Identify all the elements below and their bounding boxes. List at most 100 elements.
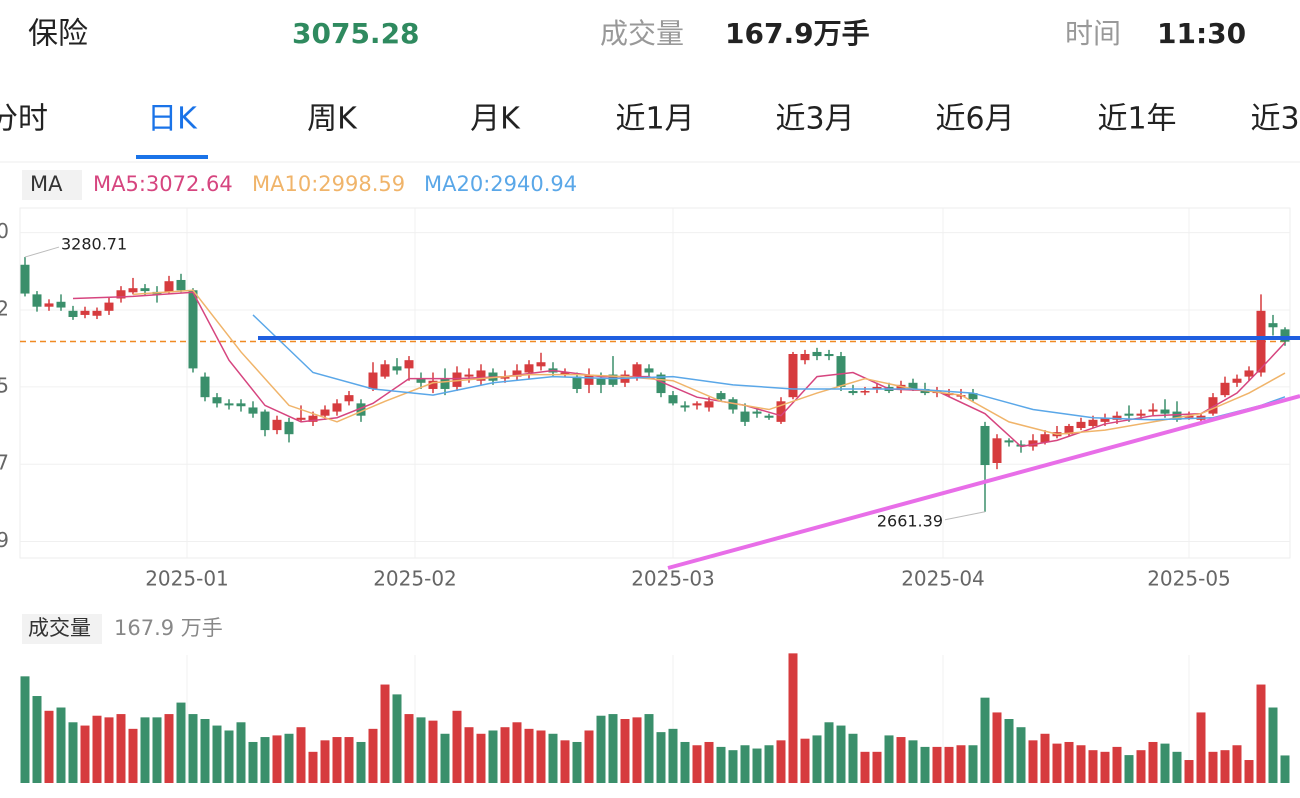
candle-body [176, 279, 186, 291]
candle-body [668, 395, 678, 404]
tab[interactable]: 近3月 [775, 102, 854, 137]
volume-bar [116, 714, 126, 783]
tab-underline [136, 155, 208, 159]
volume-bar [608, 714, 618, 783]
candle-body [788, 354, 798, 398]
ma-line [252, 314, 1286, 421]
volume-bar [308, 751, 318, 783]
candle-body [200, 376, 210, 398]
volume-bar [236, 722, 246, 783]
candle-body [1088, 419, 1098, 426]
candle-body [248, 407, 258, 414]
volume-bar [992, 712, 1002, 783]
volume-legend-box [22, 614, 102, 644]
candle-body [380, 364, 390, 377]
tab[interactable]: 近6月 [935, 102, 1014, 137]
candle-body [740, 411, 750, 422]
volume-bar [788, 653, 798, 783]
volume-bar [1172, 751, 1182, 783]
x-tick-label: 2025-05 [1147, 567, 1231, 591]
volume-bar [944, 746, 954, 783]
tab[interactable]: 日K [147, 102, 198, 137]
volume-bar [1244, 760, 1254, 783]
candle-body [20, 264, 30, 294]
volume-bar [1196, 712, 1206, 783]
candle-body [968, 393, 978, 400]
volume-bar [1052, 743, 1062, 783]
volume-legend-value: 167.9 万手 [114, 616, 223, 640]
volume-bar [428, 720, 438, 783]
tab[interactable]: 月K [470, 102, 521, 137]
leader [944, 511, 986, 521]
candle-body [428, 380, 438, 389]
volume-legend-title: 成交量 [28, 616, 91, 640]
time-label: 时间 [1065, 17, 1121, 50]
volume-bar [80, 725, 90, 783]
candle-body [908, 382, 918, 389]
legend-box [22, 170, 82, 200]
candle-body [260, 411, 270, 431]
volume-bar [896, 737, 906, 783]
candle-body [596, 378, 606, 385]
volume-bar [716, 746, 726, 783]
candle-body [524, 364, 534, 373]
tab[interactable]: 近1月 [615, 102, 694, 137]
candle-body [464, 374, 474, 377]
candle-body [716, 393, 726, 400]
volume-bar [536, 730, 546, 783]
candle-body [404, 360, 414, 369]
candle-body [848, 391, 858, 394]
volume-bar [164, 714, 174, 783]
candle-body [1268, 323, 1278, 328]
time: 11:30 [1157, 17, 1246, 50]
candle-body [476, 370, 486, 381]
volume-bar [260, 737, 270, 783]
volume-bar [932, 746, 942, 783]
candle-body [812, 351, 822, 357]
candle-body [860, 391, 870, 393]
volume-bar [20, 676, 30, 783]
candle-body [764, 415, 774, 418]
volume-bar [224, 730, 234, 783]
volume-bar [524, 728, 534, 783]
volume-bar [140, 717, 150, 783]
tab[interactable]: 周K [307, 102, 358, 137]
candle-body [116, 290, 126, 299]
x-tick-label: 2025-03 [631, 567, 715, 591]
volume-bar [680, 741, 690, 783]
volume-bar [1028, 740, 1038, 783]
x-tick-label: 2025-02 [373, 567, 457, 591]
volume-bar [68, 722, 78, 783]
leader [24, 246, 60, 258]
volume-bar [548, 733, 558, 783]
volume-label: 成交量 [600, 17, 684, 50]
volume-bar [704, 741, 714, 783]
tab[interactable]: 近1年 [1097, 102, 1176, 137]
candle-body [1220, 382, 1230, 396]
volume-bar [380, 684, 390, 783]
candle-body [188, 290, 198, 369]
volume-bar [812, 735, 822, 783]
ma-line [132, 289, 1286, 435]
candle-body [332, 403, 342, 412]
candle-body [92, 310, 102, 316]
volume-bar [1208, 751, 1218, 783]
y-tick-label: 3152 [0, 296, 9, 320]
volume-bar [488, 730, 498, 783]
volume-bar [92, 715, 102, 783]
volume-bar [404, 714, 414, 783]
candle-body [632, 364, 642, 377]
tab[interactable]: 分时 [0, 102, 48, 137]
volume-bar [452, 710, 462, 783]
candle-body [440, 378, 450, 389]
tab[interactable]: 近3年 [1250, 102, 1300, 137]
candle-body [1136, 413, 1146, 416]
candle-body [752, 411, 762, 414]
candle-body [1076, 421, 1086, 429]
volume-bar [1064, 741, 1074, 783]
volume-bar [1004, 719, 1014, 783]
volume-bar [1160, 743, 1170, 783]
price: 3075.28 [292, 17, 420, 50]
volume-bar [572, 741, 582, 783]
